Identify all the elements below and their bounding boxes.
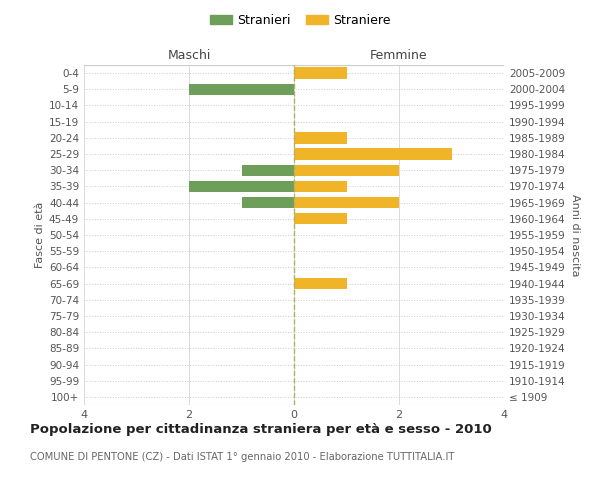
Legend: Stranieri, Straniere: Stranieri, Straniere (205, 8, 395, 32)
Bar (294, 213, 347, 224)
Y-axis label: Anni di nascita: Anni di nascita (570, 194, 580, 276)
Bar (294, 164, 399, 176)
Text: Popolazione per cittadinanza straniera per età e sesso - 2010: Popolazione per cittadinanza straniera p… (30, 422, 492, 436)
Bar (241, 197, 294, 208)
Bar (294, 181, 347, 192)
Text: Femmine: Femmine (370, 50, 428, 62)
Bar (294, 148, 452, 160)
Text: Maschi: Maschi (167, 50, 211, 62)
Bar (189, 84, 294, 95)
Y-axis label: Fasce di età: Fasce di età (35, 202, 45, 268)
Bar (189, 181, 294, 192)
Bar (294, 278, 347, 289)
Bar (294, 68, 347, 79)
Text: COMUNE DI PENTONE (CZ) - Dati ISTAT 1° gennaio 2010 - Elaborazione TUTTITALIA.IT: COMUNE DI PENTONE (CZ) - Dati ISTAT 1° g… (30, 452, 454, 462)
Bar (294, 197, 399, 208)
Bar (241, 164, 294, 176)
Bar (294, 132, 347, 143)
